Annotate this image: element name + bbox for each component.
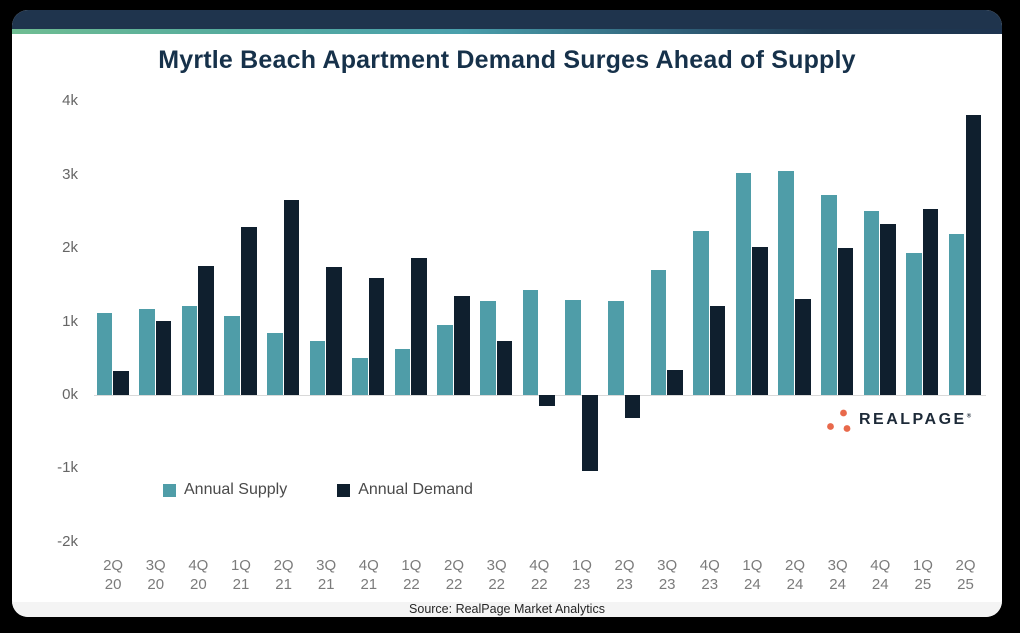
- x-axis-label: 2Q 24: [785, 557, 806, 593]
- supply-bar: [735, 172, 752, 395]
- demand-bar: [880, 223, 896, 395]
- supply-swatch-icon: [163, 483, 176, 497]
- supply-bar: [224, 316, 240, 395]
- supply-bar: [96, 312, 113, 395]
- supply-bar: [607, 301, 624, 395]
- demand-bar: [581, 395, 598, 471]
- supply-bar: [821, 194, 837, 395]
- demand-bar: [155, 320, 172, 395]
- supply-bar: [522, 290, 539, 395]
- x-axis-label: 2Q 21: [273, 557, 294, 593]
- demand-bar: [496, 341, 513, 395]
- y-axis-label: 2k: [62, 239, 78, 257]
- x-axis-label: 3Q 24: [827, 557, 848, 593]
- realpage-logo-dots-icon: [827, 409, 851, 432]
- demand-bar: [113, 370, 129, 395]
- legend: Annual Supply Annual Demand: [163, 481, 473, 499]
- supply-bar: [394, 349, 411, 395]
- x-axis-label: 2Q 22: [444, 557, 465, 593]
- supply-bar: [906, 252, 922, 395]
- y-axis-label: -1k: [57, 459, 78, 477]
- demand-bar: [240, 226, 257, 395]
- x-axis-label: 2Q 23: [614, 557, 635, 593]
- x-axis-label: 1Q 21: [230, 557, 251, 593]
- y-axis-label: 0k: [62, 386, 78, 403]
- demand-bar: [922, 208, 939, 395]
- x-axis-label: 3Q 20: [145, 557, 166, 593]
- demand-bar: [198, 265, 214, 395]
- supply-bar: [352, 357, 368, 395]
- demand-bar: [795, 298, 811, 395]
- chart-title: Myrtle Beach Apartment Demand Surges Ahe…: [158, 46, 856, 74]
- x-axis-label: 1Q 23: [571, 557, 592, 593]
- x-axis-label: 3Q 21: [316, 557, 337, 593]
- supply-bar: [778, 171, 794, 395]
- x-axis-label: 2Q 20: [103, 557, 124, 593]
- realpage-logo-text: REALPAGE®: [859, 411, 972, 428]
- legend-label-supply: Annual Supply: [184, 481, 288, 498]
- demand-swatch-icon: [337, 483, 351, 497]
- demand-bar: [624, 395, 641, 418]
- supply-bar: [650, 270, 667, 395]
- demand-bar: [709, 306, 726, 395]
- realpage-logo: REALPAGE®: [826, 406, 971, 434]
- y-axis-label: 4k: [62, 92, 78, 110]
- demand-bar: [752, 247, 768, 395]
- demand-bar: [965, 114, 982, 395]
- supply-bar: [693, 230, 709, 395]
- accent-gradient-line: [12, 29, 1002, 34]
- supply-bar: [309, 340, 326, 395]
- trademark-mark: ®: [966, 413, 972, 420]
- supply-bar: [948, 234, 965, 395]
- demand-bar: [411, 257, 428, 395]
- demand-bar: [837, 248, 854, 395]
- header-bar: [12, 10, 1002, 29]
- x-axis-label: 2Q 25: [955, 557, 976, 593]
- legend-item-supply: Annual Supply: [163, 481, 287, 499]
- source-strip: Source: RealPage Market Analytics: [12, 602, 1002, 617]
- x-axis-label: 4Q 24: [870, 557, 891, 593]
- legend-item-demand: Annual Demand: [337, 481, 473, 499]
- x-axis-label: 1Q 22: [401, 557, 422, 593]
- legend-label-demand: Annual Demand: [358, 481, 473, 498]
- supply-bar: [565, 300, 581, 395]
- chart-card: Myrtle Beach Apartment Demand Surges Ahe…: [12, 10, 1002, 617]
- x-axis-label: 1Q 24: [742, 557, 763, 593]
- demand-bar: [539, 395, 555, 406]
- x-axis-label: 4Q 21: [358, 557, 379, 593]
- x-axis-label: 1Q 25: [912, 557, 933, 593]
- demand-bar: [667, 370, 683, 395]
- source-text: Source: RealPage Market Analytics: [409, 602, 605, 616]
- supply-bar: [437, 324, 454, 395]
- x-axis-label: 4Q 23: [699, 557, 720, 593]
- x-axis-label: 4Q 22: [529, 557, 550, 593]
- y-axis-label: -2k: [57, 532, 78, 550]
- demand-bar: [454, 295, 470, 395]
- demand-bar: [283, 200, 300, 395]
- supply-bar: [139, 309, 155, 395]
- demand-bar: [326, 267, 342, 395]
- demand-bar: [368, 277, 385, 395]
- supply-bar: [266, 333, 283, 395]
- y-axis-label: 3k: [62, 165, 78, 183]
- x-axis-label: 3Q 23: [657, 557, 678, 593]
- supply-bar: [863, 210, 880, 395]
- supply-bar: [181, 306, 198, 395]
- x-axis-label: 4Q 20: [188, 557, 209, 593]
- x-axis-label: 3Q 22: [486, 557, 507, 593]
- supply-bar: [480, 301, 496, 395]
- plot-area: 4k 3k 2k 1k 0k -1k -2k 2Q 20 3Q 20 4Q 20 1Q 21 2Q 2…: [12, 10, 1002, 617]
- y-axis-label: 1k: [62, 312, 78, 330]
